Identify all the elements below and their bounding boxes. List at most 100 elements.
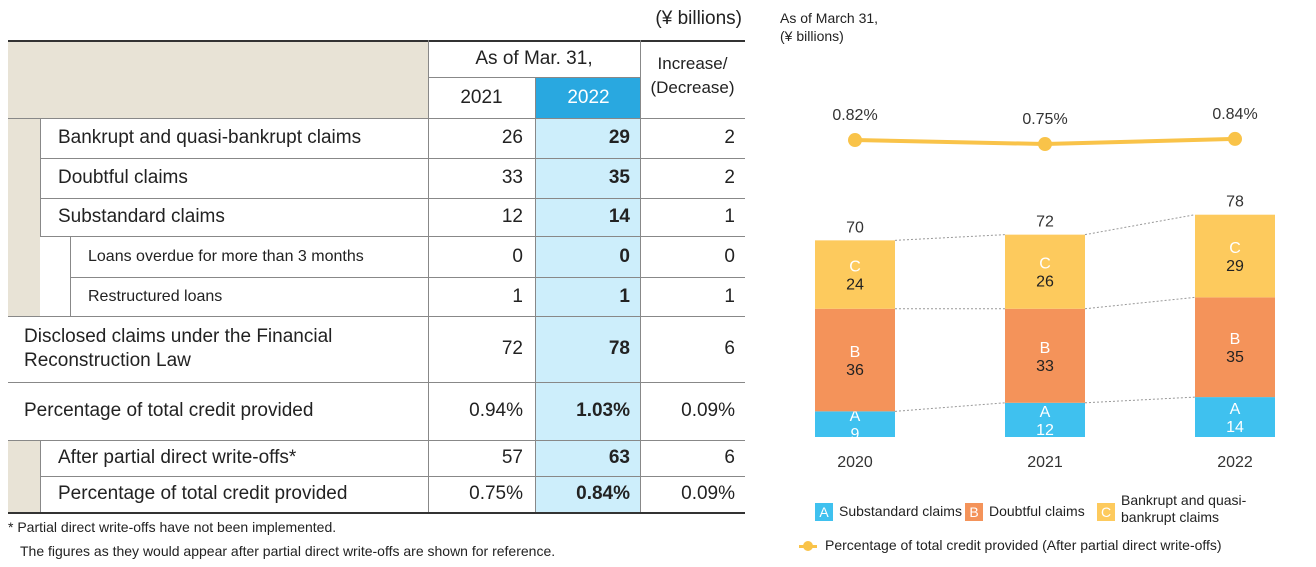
cell-value: 1 (512, 285, 523, 307)
row-label: Restructured loans (88, 287, 223, 305)
line-point (1038, 137, 1052, 152)
legend-swatch: A (815, 503, 833, 521)
total-label: 78 (1226, 194, 1244, 211)
v-rule (428, 40, 429, 512)
h-rule (8, 382, 745, 383)
segment-letter: B (850, 344, 861, 361)
legend-swatch: C (1097, 503, 1115, 521)
bar-segment (1195, 214, 1275, 298)
cell-bg (8, 40, 428, 118)
cell-value: 1 (724, 285, 735, 307)
line-label: 0.84% (1212, 106, 1257, 123)
cell-value: 33 (501, 167, 523, 188)
h-rule (40, 158, 745, 159)
cell-value: 57 (501, 447, 523, 468)
x-tick-label: 2022 (1217, 454, 1253, 471)
v-rule (40, 440, 41, 476)
cell-value: 2 (724, 167, 735, 188)
cell-bg (8, 118, 40, 316)
cell-value: 0 (724, 245, 735, 267)
segment-value: 33 (1036, 358, 1054, 375)
v-rule (640, 40, 641, 512)
row-label: After partial direct write-offs* (58, 447, 297, 468)
line-label: 0.75% (1022, 111, 1067, 128)
cell-value: 12 (501, 206, 523, 227)
x-tick-label: 2021 (1027, 454, 1063, 471)
cell-value: 0.94% (469, 400, 523, 421)
row-label: Disclosed claims under the Financial Rec… (24, 326, 333, 371)
connector (1084, 296, 1196, 310)
h-rule (8, 440, 745, 441)
segment-letter: C (1039, 256, 1051, 273)
h-rule (40, 198, 745, 199)
header-year: 2022 (567, 86, 610, 108)
bar-segment (815, 240, 895, 309)
segment-letter: B (1040, 340, 1051, 357)
segment-value: 29 (1226, 258, 1244, 275)
bar-segment (1195, 397, 1275, 437)
segment-letter: A (1040, 404, 1051, 421)
cell-value: 14 (608, 206, 630, 227)
cell-value: 0 (619, 245, 630, 267)
h-rule (8, 316, 745, 317)
cell-value: 1 (619, 285, 630, 307)
legend-label: Percentage of total credit provided (Aft… (825, 537, 1222, 553)
segment-value: 14 (1226, 419, 1244, 436)
segment-value: 24 (846, 277, 864, 294)
footnote: * Partial direct write-offs have not bee… (8, 519, 337, 535)
v-rule (70, 236, 71, 277)
h-rule (8, 118, 745, 119)
row-label: Doubtful claims (58, 167, 188, 188)
cell-value: 0.09% (681, 400, 735, 421)
bar-segment (815, 411, 895, 437)
v-rule (535, 77, 536, 512)
cell-value: 29 (608, 127, 630, 148)
h-rule (40, 476, 745, 477)
h-rule (40, 236, 745, 237)
legend-dot (803, 541, 813, 551)
legend-label: Bankrupt and quasi-bankrupt claims (1121, 492, 1247, 525)
unit: (¥ billions) (655, 8, 742, 29)
v-rule (40, 476, 41, 512)
v-rule (40, 198, 41, 236)
cell-value: 1.03% (576, 400, 630, 421)
bar-segment (1005, 402, 1085, 437)
cell-value: 63 (608, 447, 630, 468)
legend-swatch: B (965, 503, 983, 521)
bar-segment (1005, 308, 1085, 403)
h-rule (8, 512, 745, 514)
header-change: Increase/ (657, 54, 728, 73)
total-label: 72 (1036, 214, 1054, 231)
segment-value: 35 (1226, 349, 1244, 366)
row-label: Loans overdue for more than 3 months (88, 247, 364, 265)
cell-value: 0 (512, 245, 523, 267)
subtitle: As of March 31, (780, 10, 879, 26)
connector (894, 402, 1006, 412)
cell-value: 78 (608, 338, 630, 359)
h-rule (8, 40, 745, 42)
line-point (848, 133, 862, 148)
legend-label: Doubtful claims (989, 503, 1085, 519)
segment-value: 26 (1036, 274, 1054, 291)
h-rule (70, 277, 745, 278)
header-group: As of Mar. 31, (475, 47, 593, 69)
bar-segment (1005, 234, 1085, 309)
cell-value: 26 (501, 127, 523, 148)
segment-letter: A (850, 408, 861, 425)
segment-value: 9 (851, 426, 860, 443)
v-rule (40, 118, 41, 158)
segment-letter: C (1229, 240, 1241, 257)
segment-letter: B (1230, 331, 1241, 348)
row-label: Substandard claims (58, 206, 225, 227)
cell-value: 6 (724, 338, 735, 359)
bar-segment (815, 308, 895, 412)
cell-value: 72 (501, 338, 523, 359)
segment-value: 36 (846, 362, 864, 379)
cell-value: 35 (608, 167, 630, 188)
segment-value: 12 (1036, 422, 1054, 439)
cell-value: 1 (724, 206, 735, 227)
cell-bg (535, 118, 640, 512)
cell-value: 0.84% (576, 483, 630, 504)
total-label: 70 (846, 219, 864, 236)
